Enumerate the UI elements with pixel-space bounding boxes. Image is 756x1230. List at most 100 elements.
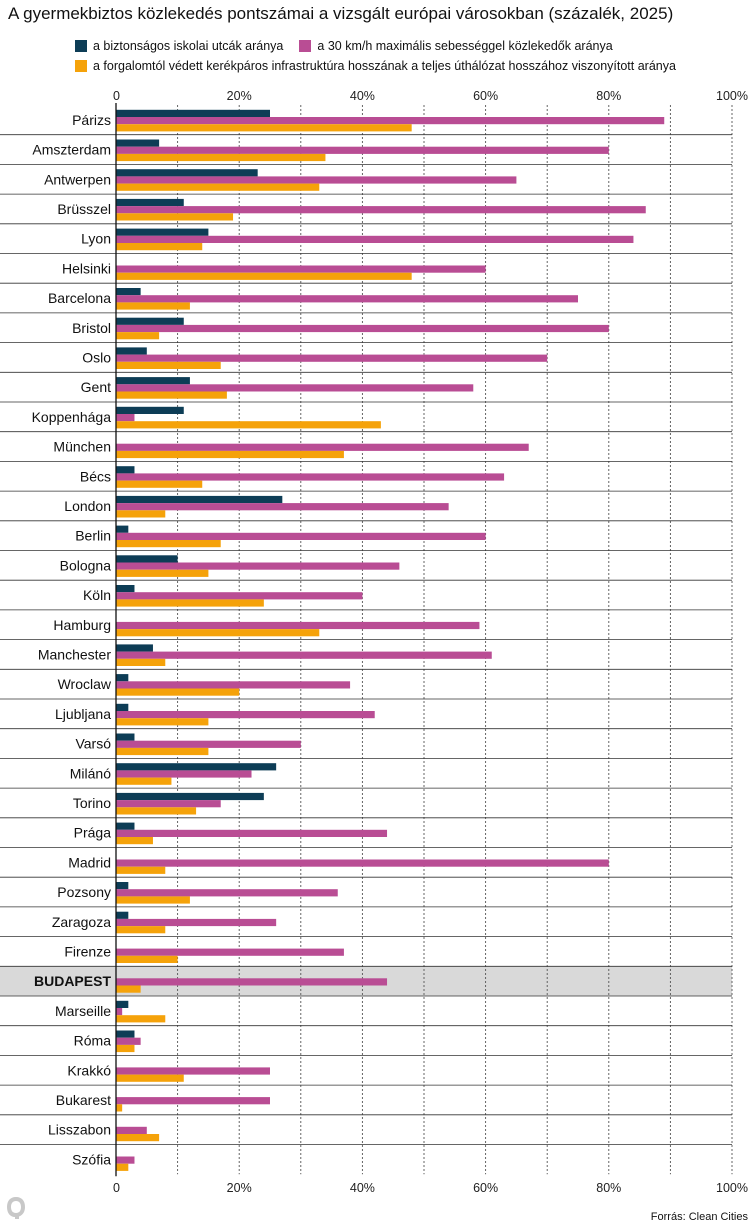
tick-label-bottom: 0 [113,1181,120,1195]
bar-lyon-series-1 [116,228,209,236]
bar-madrid-series-2 [116,859,609,867]
bar-oslo-series-2 [116,354,548,362]
city-label-torino: Torino [73,795,111,811]
bar-koln-series-2 [116,592,363,600]
bar-krakko-series-3 [116,1074,184,1082]
city-label-lyon: Lyon [81,231,111,247]
bar-zaragoza-series-1 [116,911,129,919]
bar-varso-series-1 [116,733,135,741]
bar-lyon-series-3 [116,243,203,251]
bar-munchen-series-3 [116,450,344,459]
city-label-oslo: Oslo [82,349,111,365]
bar-bologna-series-3 [116,569,209,577]
bar-lisszabon-series-3 [116,1134,160,1142]
city-label-zaragoza: Zaragoza [52,914,111,930]
bar-praga-series-3 [116,837,153,845]
city-label-lisszabon: Lisszabon [48,1122,111,1138]
city-label-praga: Prága [74,825,112,841]
bar-zaragoza-series-2 [116,918,277,927]
bar-bristol-series-3 [116,332,160,340]
bar-berlin-series-2 [116,532,486,540]
city-label-brusszel: Brüsszel [57,201,111,217]
bar-hamburg-series-3 [116,629,320,637]
bar-antwerpen-series-3 [116,183,320,191]
bar-parizs-series-3 [116,124,412,132]
city-label-manchester: Manchester [38,646,111,662]
city-label-varso: Varsó [75,736,111,752]
bar-london-series-2 [116,503,449,511]
bar-szofia-series-3 [116,1163,129,1171]
city-label-krakko: Krakkó [67,1062,111,1078]
city-label-budapest: BUDAPEST [34,973,111,989]
bar-milano-series-1 [116,763,277,771]
bar-roma-series-1 [116,1030,135,1038]
city-label-bologna: Bologna [60,557,112,573]
bar-gent-series-3 [116,391,227,399]
bar-gent-series-2 [116,384,474,392]
bar-bukarest-series-2 [116,1097,270,1105]
tick-label-top: 80% [596,89,621,103]
tick-label-top: 20% [227,89,252,103]
city-label-koppenhaga: Koppenhága [32,409,112,425]
city-label-wroclaw: Wroclaw [58,676,112,692]
bar-szofia-series-2 [116,1156,135,1164]
bar-becs-series-1 [116,466,135,474]
bar-amszterdam-series-3 [116,153,326,162]
city-label-berlin: Berlin [75,528,111,544]
bar-bologna-series-1 [116,555,178,563]
bar-berlin-series-3 [116,540,221,548]
bar-berlin-series-1 [116,525,129,533]
bar-varso-series-2 [116,740,301,748]
city-label-milano: Milánó [70,765,111,781]
city-label-barcelona: Barcelona [48,290,111,306]
legend: a biztonságos iskolai utcák aránya a 30 … [75,36,692,76]
source-note: Forrás: Clean Cities [650,1211,748,1223]
bar-pozsony-series-1 [116,882,129,890]
bar-torino-series-1 [116,792,264,801]
bar-wroclaw-series-2 [116,681,351,689]
bar-roma-series-2 [116,1037,141,1045]
bar-koppenhaga-series-1 [116,406,184,414]
bar-brusszel-series-2 [116,206,646,214]
bar-antwerpen-series-2 [116,176,517,184]
bar-praga-series-2 [116,829,388,837]
bar-manchester-series-2 [116,651,492,659]
legend-swatch-30kmh [299,40,312,52]
bar-barcelona-series-2 [116,295,578,303]
tick-label-top: 60% [473,89,498,103]
bar-bologna-series-2 [116,562,400,570]
city-label-madrid: Madrid [68,854,111,870]
legend-label-bike-infra: a forgalomtól védett kerékpáros infrastr… [93,59,676,73]
city-label-firenze: Firenze [64,943,111,959]
bar-varso-series-3 [116,747,209,756]
tick-label-bottom: 100% [716,1181,748,1195]
city-label-marseille: Marseille [55,1003,111,1019]
legend-item-bike-infra: a forgalomtól védett kerékpáros infrastr… [75,59,676,73]
bar-koppenhaga-series-2 [116,414,135,422]
bar-london-series-1 [116,495,283,504]
city-label-szofia: Szófia [72,1151,111,1167]
city-label-munchen: München [53,439,111,455]
bar-amszterdam-series-1 [116,139,160,147]
bar-london-series-3 [116,510,166,518]
bar-helsinki-series-3 [116,272,412,280]
bar-helsinki-series-2 [116,265,486,273]
bar-bristol-series-1 [116,317,184,325]
bar-marseille-series-3 [116,1015,166,1023]
logo-icon [7,1197,25,1219]
bar-torino-series-3 [116,807,197,815]
bar-budapest-series-3 [116,985,141,993]
bar-manchester-series-1 [116,644,153,652]
city-label-parizs: Párizs [72,112,111,128]
bar-antwerpen-series-1 [116,169,258,177]
bar-ljubljana-series-1 [116,703,129,711]
bar-oslo-series-3 [116,361,221,369]
tick-label-bottom: 40% [350,1181,375,1195]
bar-milano-series-2 [116,770,252,778]
city-label-pozsony: Pozsony [57,884,111,900]
city-label-london: London [64,498,111,514]
bar-torino-series-2 [116,800,221,808]
tick-label-top: 40% [350,89,375,103]
bar-gent-series-1 [116,377,190,385]
bar-pozsony-series-3 [116,896,190,904]
